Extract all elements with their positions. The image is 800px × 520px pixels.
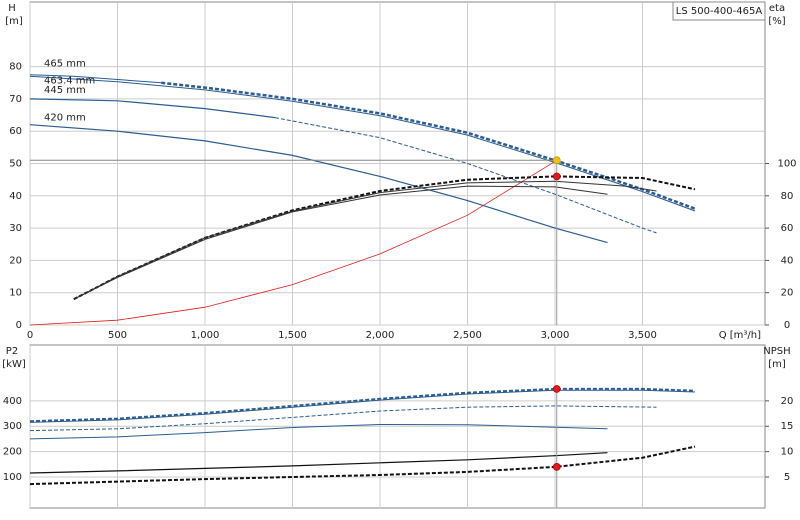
y2-tick-label: 10 [781,447,794,458]
x-tick-label: 2,000 [366,330,395,341]
y2-tick-label: 0 [784,320,790,331]
y2-tick-label: 60 [781,223,794,234]
curve [29,124,608,244]
curve [29,387,696,423]
x-axis-label: Q [m³/h] [719,330,761,341]
y2-axis-label: NPSH [763,346,790,357]
curve [29,389,696,423]
duty-point [552,463,561,471]
y-axis-label: H [8,3,16,14]
x-tick-label: 3,500 [628,330,657,341]
y-axis-label: P2 [6,346,18,357]
chart-title: LS 500-400-465A [676,6,763,17]
curve [29,452,608,474]
curve-label: 465 mm [44,59,86,70]
duty-point [552,156,561,165]
title-box [672,1,766,21]
curve [29,405,657,432]
curve [29,423,608,440]
x-tick-label: 0 [27,330,33,341]
y-tick-label: 100 [3,472,22,483]
y-tick-label: 30 [9,223,22,234]
y-tick-label: 300 [3,421,22,432]
duty-point [552,385,561,393]
x-tick-label: 500 [108,330,127,341]
curve [73,185,608,300]
curve [29,445,696,486]
curve [274,117,657,234]
x-tick-label: 3,000 [541,330,570,341]
y2-tick-label: 15 [781,421,794,432]
curve [29,74,162,84]
x-tick-label: 2,500 [453,330,482,341]
y2-tick-label: 20 [781,396,794,407]
y-axis-unit: [kW] [2,359,26,370]
y2-axis-label: eta [769,3,785,14]
curve-label: 420 mm [44,113,86,124]
y2-tick-label: 80 [781,191,794,202]
y2-tick-label: 5 [784,472,790,483]
curve [29,75,696,212]
y-tick-label: 20 [9,255,22,266]
y2-tick-label: 100 [777,159,796,170]
curve [161,81,696,210]
y-tick-label: 50 [9,159,22,170]
y-tick-label: 40 [9,191,22,202]
x-tick-label: 1,000 [191,330,220,341]
y-tick-label: 400 [3,396,22,407]
curve [73,180,657,300]
y2-tick-label: 40 [781,255,794,266]
x-tick-label: 1,500 [278,330,307,341]
y-tick-label: 0 [16,320,22,331]
y2-axis-unit: [%] [768,16,785,27]
duty-point [552,172,561,181]
y-tick-label: 80 [9,62,22,73]
y-tick-label: 70 [9,94,22,105]
curve-label: 445 mm [44,85,86,96]
y2-tick-label: 20 [781,288,794,299]
y-tick-label: 200 [3,447,22,458]
y-tick-label: 10 [9,288,22,299]
y-tick-label: 60 [9,126,22,137]
y2-axis-unit: [m] [768,359,786,370]
y-axis-unit: [m] [5,16,23,27]
curve-label: 463.4 mm [44,75,95,86]
curve [29,98,276,119]
curve [29,159,558,326]
